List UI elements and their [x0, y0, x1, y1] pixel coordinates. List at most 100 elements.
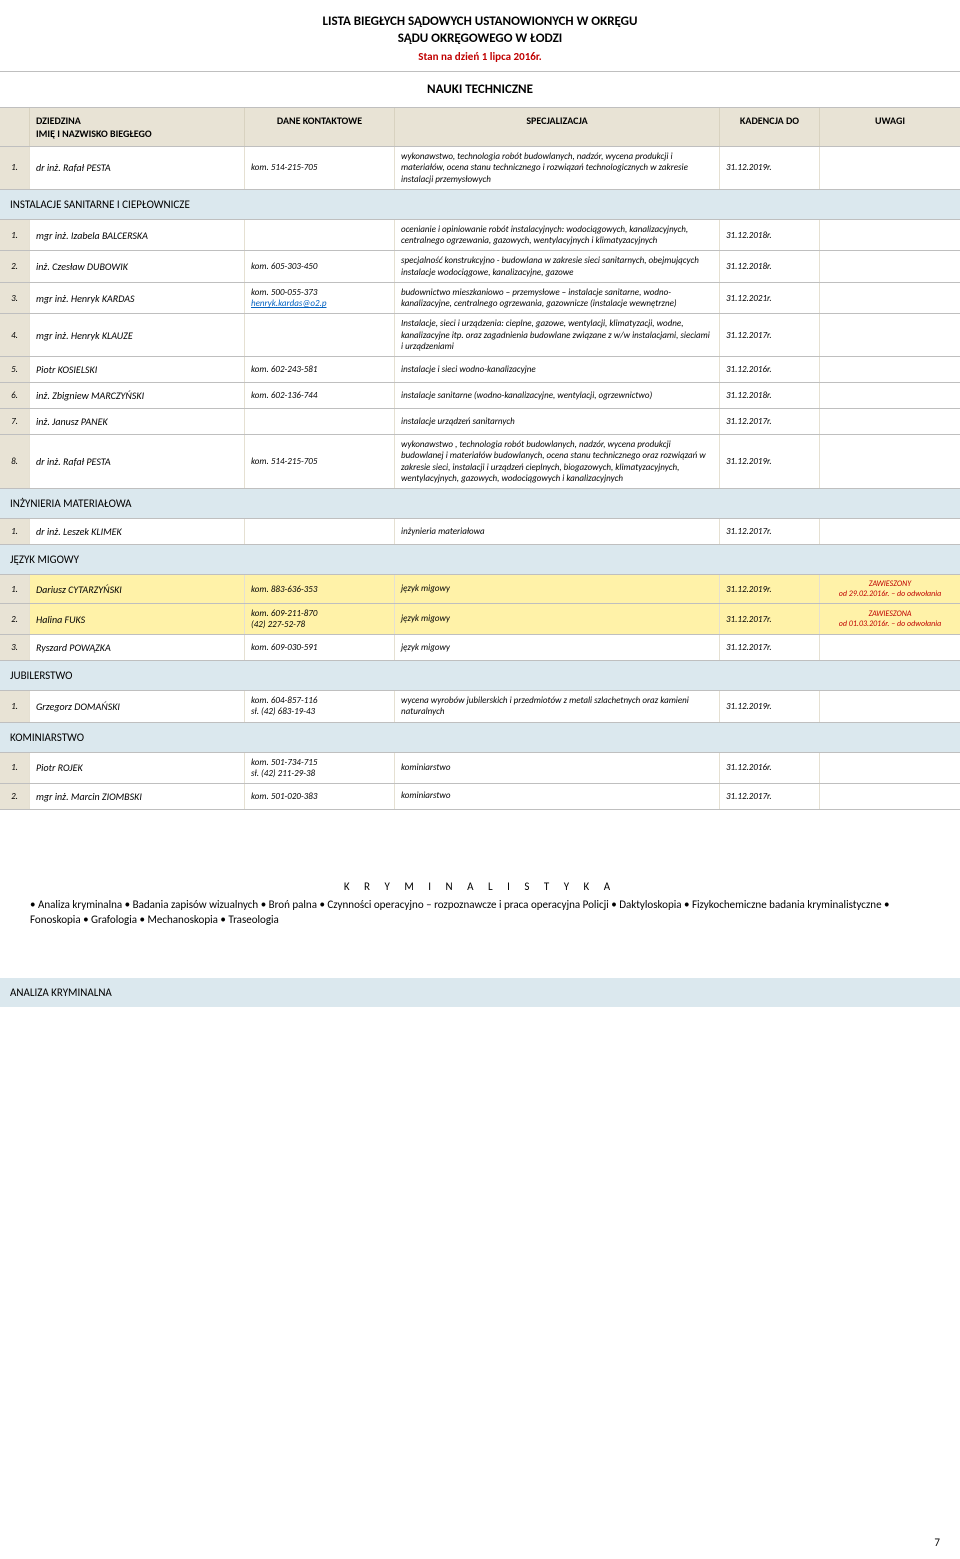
row-spec: Instalacje, sieci i urządzenia: cieplne,…: [395, 314, 720, 356]
row-contact: kom. 514-215-705: [245, 435, 395, 488]
page-subtitle: SĄDU OKRĘGOWEGO W ŁODZI: [0, 31, 960, 50]
row-contact: kom. 514-215-705: [245, 147, 395, 189]
row-num: 2.: [0, 251, 30, 282]
sections-container: 1.dr inż. Rafał PESTAkom. 514-215-705wyk…: [0, 147, 960, 810]
row-name: dr inż. Rafał PESTA: [30, 435, 245, 488]
section-title: INSTALACJE SANITARNE I CIEPŁOWNICZE: [0, 190, 960, 220]
col-name-line2: IMIĘ I NAZWISKO BIEGŁEGO: [36, 127, 238, 140]
section-title: JUBILERSTWO: [0, 661, 960, 691]
row-uwagi: [820, 753, 960, 783]
row-contact: [245, 519, 395, 544]
row-spec: wykonawstwo , technologia robót budowlan…: [395, 435, 720, 488]
row-kadencja: 31.12.2017r.: [720, 604, 820, 634]
row-spec: kominiarstwo: [395, 784, 720, 809]
row-contact: kom. 500-055-373henryk.kardas@o2.p: [245, 283, 395, 314]
row-spec: instalacje sanitarne (wodno-kanalizacyjn…: [395, 383, 720, 408]
table-row: 8.dr inż. Rafał PESTAkom. 514-215-705wyk…: [0, 435, 960, 489]
row-kadencja: 31.12.2017r.: [720, 519, 820, 544]
row-num: 3.: [0, 283, 30, 314]
row-uwagi: [820, 691, 960, 722]
category-title: NAUKI TECHNICZNE: [0, 72, 960, 107]
row-contact: kom. 602-136-744: [245, 383, 395, 408]
row-num: 2.: [0, 604, 30, 634]
row-contact: kom. 609-030-591: [245, 635, 395, 660]
row-uwagi: [820, 519, 960, 544]
row-spec: język migowy: [395, 635, 720, 660]
row-uwagi: [820, 147, 960, 189]
row-name: dr inż. Rafał PESTA: [30, 147, 245, 189]
row-uwagi: [820, 383, 960, 408]
row-num: 7.: [0, 409, 30, 434]
row-num: 1.: [0, 575, 30, 603]
row-name: Piotr KOSIELSKI: [30, 357, 245, 382]
row-num: 1.: [0, 519, 30, 544]
row-spec: inżynieria materiałowa: [395, 519, 720, 544]
col-kad-header: KADENCJA DO: [720, 108, 820, 146]
row-uwagi: [820, 314, 960, 356]
row-spec: specjalność konstrukcyjno - budowlana w …: [395, 251, 720, 282]
row-num: 1.: [0, 753, 30, 783]
col-uwagi-header: UWAGI: [820, 108, 960, 146]
row-contact: [245, 220, 395, 251]
table-row: 1.Grzegorz DOMAŃSKIkom. 604-857-116sł. (…: [0, 691, 960, 723]
row-contact: kom. 604-857-116sł. (42) 683-19-43: [245, 691, 395, 722]
page-date: Stan na dzień 1 lipca 2016r.: [0, 50, 960, 72]
row-uwagi: [820, 635, 960, 660]
row-kadencja: 31.12.2016r.: [720, 357, 820, 382]
row-kadencja: 31.12.2021r.: [720, 283, 820, 314]
kryminal-body: • Analiza kryminalna • Badania zapisów w…: [30, 898, 930, 928]
row-name: Grzegorz DOMAŃSKI: [30, 691, 245, 722]
row-num: 5.: [0, 357, 30, 382]
row-spec: instalacje urządzeń sanitarnych: [395, 409, 720, 434]
col-name-line1: DZIEDZINA: [36, 114, 238, 127]
col-contact-header: DANE KONTAKTOWE: [245, 108, 395, 146]
row-kadencja: 31.12.2018r.: [720, 220, 820, 251]
row-contact: kom. 501-020-383: [245, 784, 395, 809]
row-num: 6.: [0, 383, 30, 408]
row-spec: ocenianie i opiniowanie robót instalacyj…: [395, 220, 720, 251]
row-contact: [245, 314, 395, 356]
kryminal-block: K R Y M I N A L I S T Y K A • Analiza kr…: [0, 880, 960, 929]
contact-link[interactable]: henryk.kardas@o2.p: [251, 298, 388, 309]
row-num: 4.: [0, 314, 30, 356]
section-title: JĘZYK MIGOWY: [0, 545, 960, 575]
row-num: 1.: [0, 691, 30, 722]
row-name: dr inż. Leszek KLIMEK: [30, 519, 245, 544]
row-kadencja: 31.12.2017r.: [720, 635, 820, 660]
row-name: Dariusz CYTARZYŃSKI: [30, 575, 245, 603]
row-name: inż. Zbigniew MARCZYŃSKI: [30, 383, 245, 408]
table-row: 3.Ryszard POWĄZKAkom. 609-030-591język m…: [0, 635, 960, 661]
row-kadencja: 31.12.2017r.: [720, 314, 820, 356]
row-name: Piotr ROJEK: [30, 753, 245, 783]
row-uwagi: [820, 357, 960, 382]
table-row: 6.inż. Zbigniew MARCZYŃSKIkom. 602-136-7…: [0, 383, 960, 409]
row-kadencja: 31.12.2019r.: [720, 435, 820, 488]
row-kadencja: 31.12.2017r.: [720, 784, 820, 809]
row-name: inż. Czesław DUBOWIK: [30, 251, 245, 282]
row-kadencja: 31.12.2019r.: [720, 575, 820, 603]
row-kadencja: 31.12.2019r.: [720, 691, 820, 722]
table-row: 2.inż. Czesław DUBOWIKkom. 605-303-450sp…: [0, 251, 960, 283]
row-num: 1.: [0, 220, 30, 251]
row-uwagi: [820, 220, 960, 251]
row-spec: wykonawstwo, technologia robót budowlany…: [395, 147, 720, 189]
col-spec-header: SPECJALIZACJA: [395, 108, 720, 146]
row-kadencja: 31.12.2018r.: [720, 251, 820, 282]
row-uwagi: ZAWIESZONAod 01.03.2016r. – do odwołania: [820, 604, 960, 634]
row-spec: kominiarstwo: [395, 753, 720, 783]
section-title: INŻYNIERIA MATERIAŁOWA: [0, 489, 960, 519]
col-name-header: DZIEDZINA IMIĘ I NAZWISKO BIEGŁEGO: [30, 108, 245, 146]
row-spec: język migowy: [395, 575, 720, 603]
page-number: 7: [934, 1536, 940, 1549]
row-uwagi: ZAWIESZONYod 29.02.2016r. – do odwołania: [820, 575, 960, 603]
table-row: 3.mgr inż. Henryk KARDASkom. 500-055-373…: [0, 283, 960, 315]
table-header: DZIEDZINA IMIĘ I NAZWISKO BIEGŁEGO DANE …: [0, 107, 960, 147]
row-uwagi: [820, 283, 960, 314]
table-row: 2.Halina FUKSkom. 609-211-870(42) 227-52…: [0, 604, 960, 635]
analiza-section: ANALIZA KRYMINALNA: [0, 978, 960, 1007]
row-kadencja: 31.12.2017r.: [720, 409, 820, 434]
row-name: mgr inż. Henryk KARDAS: [30, 283, 245, 314]
row-contact: kom. 609-211-870(42) 227-52-78: [245, 604, 395, 634]
row-kadencja: 31.12.2019r.: [720, 147, 820, 189]
row-contact: kom. 605-303-450: [245, 251, 395, 282]
